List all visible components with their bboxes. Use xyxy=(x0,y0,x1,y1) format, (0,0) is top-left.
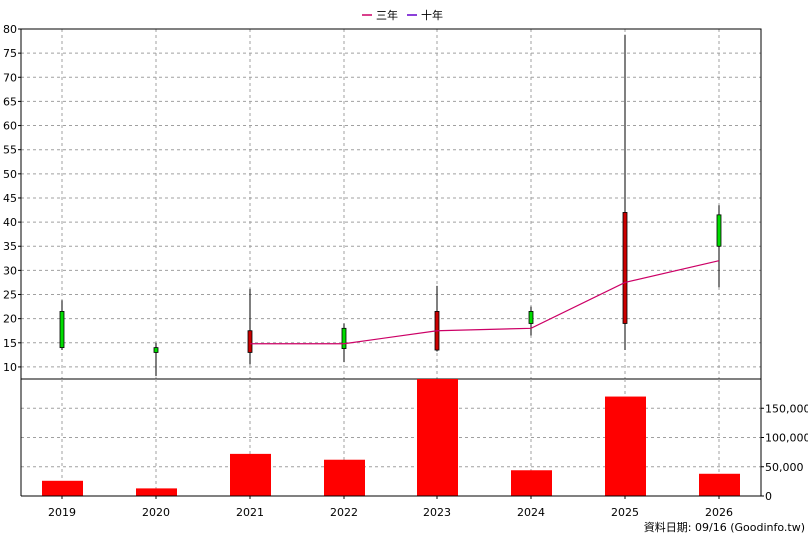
data-source-label: 資料日期: 09/16 (Goodinfo.tw) xyxy=(644,520,805,534)
candle-body xyxy=(622,212,628,324)
price-tick-label: 70 xyxy=(3,71,17,84)
price-tick-label: 35 xyxy=(3,240,17,253)
legend-label-0: 三年 xyxy=(376,8,398,22)
price-tick-label: 55 xyxy=(3,144,17,157)
legend-label-1: 十年 xyxy=(421,8,443,22)
volume-tick-label: 100,000 xyxy=(765,432,808,445)
candle-2019 xyxy=(59,300,65,351)
price-tick-label: 40 xyxy=(3,216,17,229)
x-tick-label: 2025 xyxy=(611,506,639,519)
volume-tick-label: 50,000 xyxy=(765,461,804,474)
candle-body xyxy=(247,330,253,353)
volume-panel: 0 50,000 100,000 150,000 xyxy=(20,379,808,503)
candle-2025 xyxy=(622,34,628,351)
price-tick-label: 25 xyxy=(3,289,17,302)
price-tick-label: 20 xyxy=(3,313,17,326)
candle-2026 xyxy=(716,205,722,288)
candle-body xyxy=(341,327,347,349)
candle-body xyxy=(59,311,65,349)
price-tick-label: 75 xyxy=(3,47,17,60)
price-tick-label: 45 xyxy=(3,192,17,205)
volume-bar-2021 xyxy=(230,453,271,496)
price-tick-label: 10 xyxy=(3,361,17,374)
volume-bar-2019 xyxy=(42,480,83,496)
candle-body xyxy=(153,347,159,353)
volume-bar-2022 xyxy=(324,459,365,496)
candle-2024 xyxy=(528,306,534,336)
x-tick-label: 2020 xyxy=(142,506,170,519)
candle-2023 xyxy=(434,285,440,352)
price-tick-label: 80 xyxy=(3,23,17,36)
candle-body xyxy=(528,311,534,324)
chart-legend: 三年 十年 xyxy=(362,8,443,22)
price-tick-label: 15 xyxy=(3,337,17,350)
price-panel: 10 15 20 25 30 35 40 45 50 55 60 65 70 75 80 xyxy=(3,23,762,380)
volume-bar-2024 xyxy=(511,470,552,496)
x-tick-label: 2019 xyxy=(48,506,76,519)
x-tick-label: 2022 xyxy=(330,506,358,519)
volume-bar-2026 xyxy=(699,473,740,496)
x-tick-label: 2024 xyxy=(517,506,545,519)
x-tick-label: 2021 xyxy=(236,506,264,519)
x-axis: 2019 2020 2021 2022 2023 2024 2025 2026 xyxy=(48,496,733,519)
price-tick-label: 60 xyxy=(3,120,17,133)
price-tick-label: 65 xyxy=(3,95,17,108)
volume-bar-2025 xyxy=(605,396,646,496)
price-plot-frame xyxy=(20,28,762,380)
volume-tick-label: 150,000 xyxy=(765,402,808,415)
volume-tick-label: 0 xyxy=(765,490,772,503)
price-tick-label: 30 xyxy=(3,264,17,277)
candle-2020 xyxy=(153,342,159,377)
series-line-0 xyxy=(250,260,720,345)
x-tick-label: 2026 xyxy=(705,506,733,519)
candle-body xyxy=(716,214,722,247)
candle-2021 xyxy=(247,288,253,365)
x-tick-label: 2023 xyxy=(423,506,451,519)
candle-2022 xyxy=(341,323,347,363)
volume-bar-2020 xyxy=(136,488,177,496)
price-tick-label: 50 xyxy=(3,168,17,181)
volume-bar-2023 xyxy=(417,379,458,496)
